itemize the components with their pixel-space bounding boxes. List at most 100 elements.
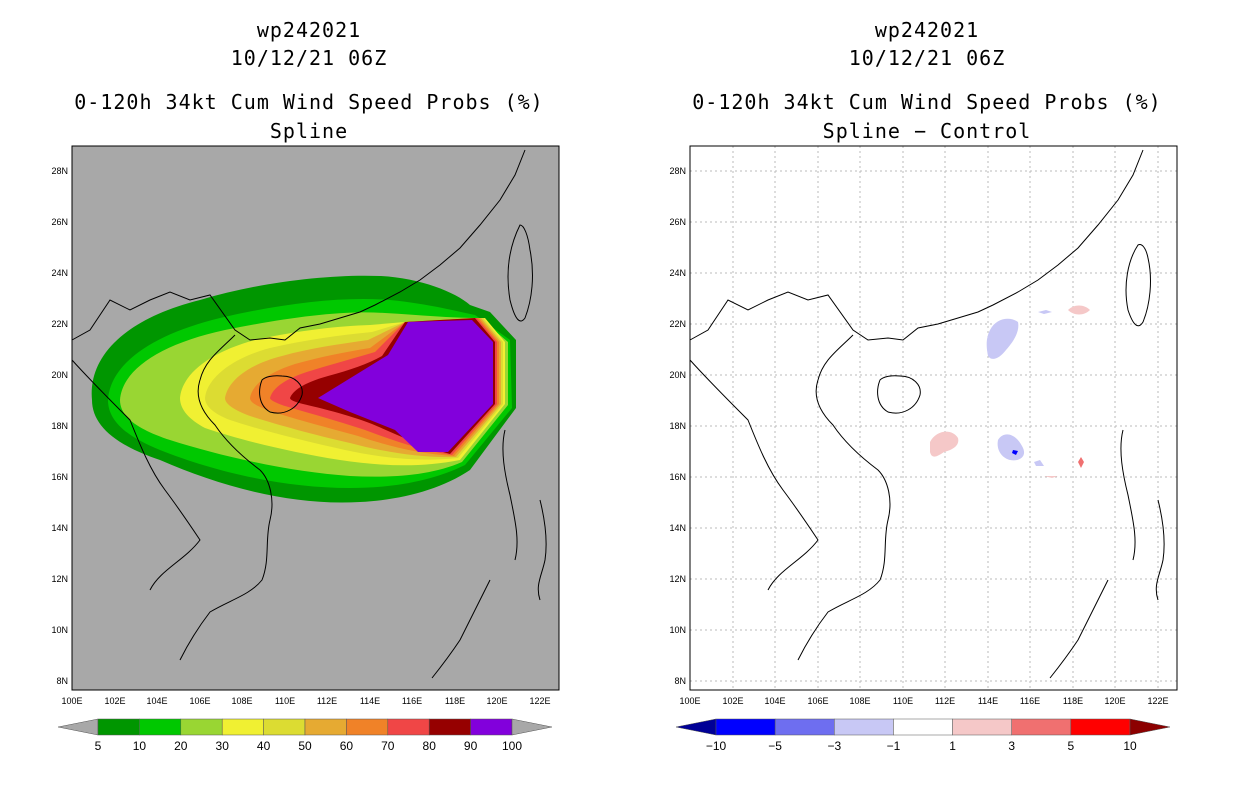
lat-ticks: 28N 26N 24N 22N 20N 18N 16N 14N 12N 10N …	[669, 166, 686, 686]
colorbar-swatch	[470, 718, 513, 736]
map-frame	[71, 145, 560, 691]
colorbar-label: 100	[502, 739, 522, 753]
colorbar-label: 50	[298, 739, 312, 753]
lon-label: 108E	[231, 696, 252, 706]
panel-spline: wp242021 10/12/21 06Z 0-120h 34kt Cum Wi…	[51, 18, 560, 753]
lon-label: 116E	[402, 696, 422, 706]
lat-label: 16N	[51, 472, 68, 482]
colorbar-label: −3	[827, 739, 841, 753]
colorbar-swatch	[774, 718, 835, 736]
lat-label: 26N	[669, 217, 686, 227]
lat-label: 24N	[51, 268, 68, 278]
storm-id-title: wp242021	[874, 18, 980, 42]
colorbar-left: 5 10 20 30 40 50 60 70 80 90 100	[57, 718, 553, 753]
lon-ticks: 100E 102E 104E 106E 108E 110E 112E 114E …	[61, 696, 550, 706]
lat-label: 14N	[669, 523, 686, 533]
lat-ticks: 28N 26N 24N 22N 20N 18N 16N 14N 12N 10N …	[51, 166, 68, 686]
lat-label: 24N	[669, 268, 686, 278]
lat-label: 22N	[669, 319, 686, 329]
lon-label: 118E	[445, 696, 465, 706]
lon-label: 122E	[529, 696, 550, 706]
colorbar-swatch	[715, 718, 776, 736]
lat-label: 28N	[51, 166, 68, 176]
colorbar-swatch	[97, 718, 140, 736]
colorbar-over-triangle	[511, 718, 553, 736]
lon-label: 102E	[104, 696, 125, 706]
colorbar-label: 3	[1008, 739, 1015, 753]
lat-label: 10N	[669, 625, 686, 635]
map-left: 28N 26N 24N 22N 20N 18N 16N 14N 12N 10N …	[51, 145, 560, 753]
colorbar-swatch	[221, 718, 264, 736]
lon-label: 122E	[1147, 696, 1168, 706]
lon-ticks: 100E 102E 104E 106E 108E 110E 112E 114E …	[679, 696, 1168, 706]
colorbar-over-triangle	[1129, 718, 1171, 736]
lon-label: 120E	[486, 696, 507, 706]
lon-label: 104E	[764, 696, 785, 706]
map-right: 28N 26N 24N 22N 20N 18N 16N 14N 12N 10N …	[669, 145, 1178, 753]
colorbar-label: 30	[216, 739, 230, 753]
lat-label: 16N	[669, 472, 686, 482]
storm-id-title: wp242021	[256, 18, 362, 42]
colorbar-label: 70	[381, 739, 395, 753]
colorbar-label: 60	[340, 739, 354, 753]
colorbar-label: 90	[464, 739, 478, 753]
lon-label: 102E	[722, 696, 743, 706]
panel-difference: wp242021 10/12/21 06Z 0-120h 34kt Cum Wi…	[618, 0, 1236, 800]
colorbar-under-triangle	[57, 718, 99, 736]
colorbar-swatch	[304, 718, 347, 736]
product-title: 0-120h 34kt Cum Wind Speed Probs (%)	[74, 90, 544, 114]
colorbar-label: 5	[1068, 739, 1075, 753]
colorbar-label: 10	[133, 739, 147, 753]
colorbar-swatch	[952, 718, 1012, 736]
colorbar-label: −5	[768, 739, 782, 753]
lon-label: 108E	[849, 696, 870, 706]
colorbar-label: 10	[1123, 739, 1137, 753]
coastlines	[689, 149, 1165, 679]
lon-label: 112E	[317, 696, 337, 706]
colorbar-under-triangle	[675, 718, 717, 736]
colorbar-swatch	[139, 718, 182, 736]
lat-label: 26N	[51, 217, 68, 227]
colorbar-label: 80	[423, 739, 437, 753]
lat-label: 18N	[51, 421, 68, 431]
colorbar-swatch	[263, 718, 306, 736]
colorbar-swatch	[180, 718, 223, 736]
colorbar-swatch	[893, 718, 953, 736]
lat-label: 14N	[51, 523, 68, 533]
lon-label: 104E	[146, 696, 167, 706]
lon-label: 110E	[893, 696, 913, 706]
panel-subtitle: Spline	[269, 119, 349, 143]
colorbar-swatch	[428, 718, 471, 736]
lat-label: 10N	[51, 625, 68, 635]
map-background	[690, 146, 1177, 690]
lon-label: 120E	[1104, 696, 1125, 706]
colorbar-right: −10 −5 −3 −1 1 3 5 10	[675, 718, 1171, 753]
lat-label: 18N	[669, 421, 686, 431]
lon-label: 118E	[1063, 696, 1083, 706]
datetime-title: 10/12/21 06Z	[848, 46, 1006, 70]
colorbar-swatch	[1011, 718, 1072, 736]
lon-label: 116E	[1020, 696, 1040, 706]
colorbar-label: −1	[887, 739, 901, 753]
lat-label: 20N	[669, 370, 686, 380]
gridlines	[690, 146, 1177, 690]
colorbar-label: 40	[257, 739, 271, 753]
lon-label: 106E	[189, 696, 210, 706]
lat-label: 28N	[669, 166, 686, 176]
colorbar-swatch	[387, 718, 430, 736]
colorbar-swatch	[834, 718, 894, 736]
lon-label: 100E	[61, 696, 82, 706]
lon-label: 100E	[679, 696, 700, 706]
lat-label: 8N	[56, 676, 68, 686]
colorbar-label: 1	[949, 739, 956, 753]
datetime-title: 10/12/21 06Z	[230, 46, 388, 70]
lat-label: 12N	[51, 574, 68, 584]
lat-label: 22N	[51, 319, 68, 329]
difference-shading	[930, 305, 1090, 478]
lat-label: 8N	[674, 676, 686, 686]
lon-label: 112E	[935, 696, 955, 706]
colorbar-label: 20	[174, 739, 188, 753]
lon-label: 114E	[360, 696, 380, 706]
coastlines	[71, 149, 547, 679]
lat-label: 20N	[51, 370, 68, 380]
